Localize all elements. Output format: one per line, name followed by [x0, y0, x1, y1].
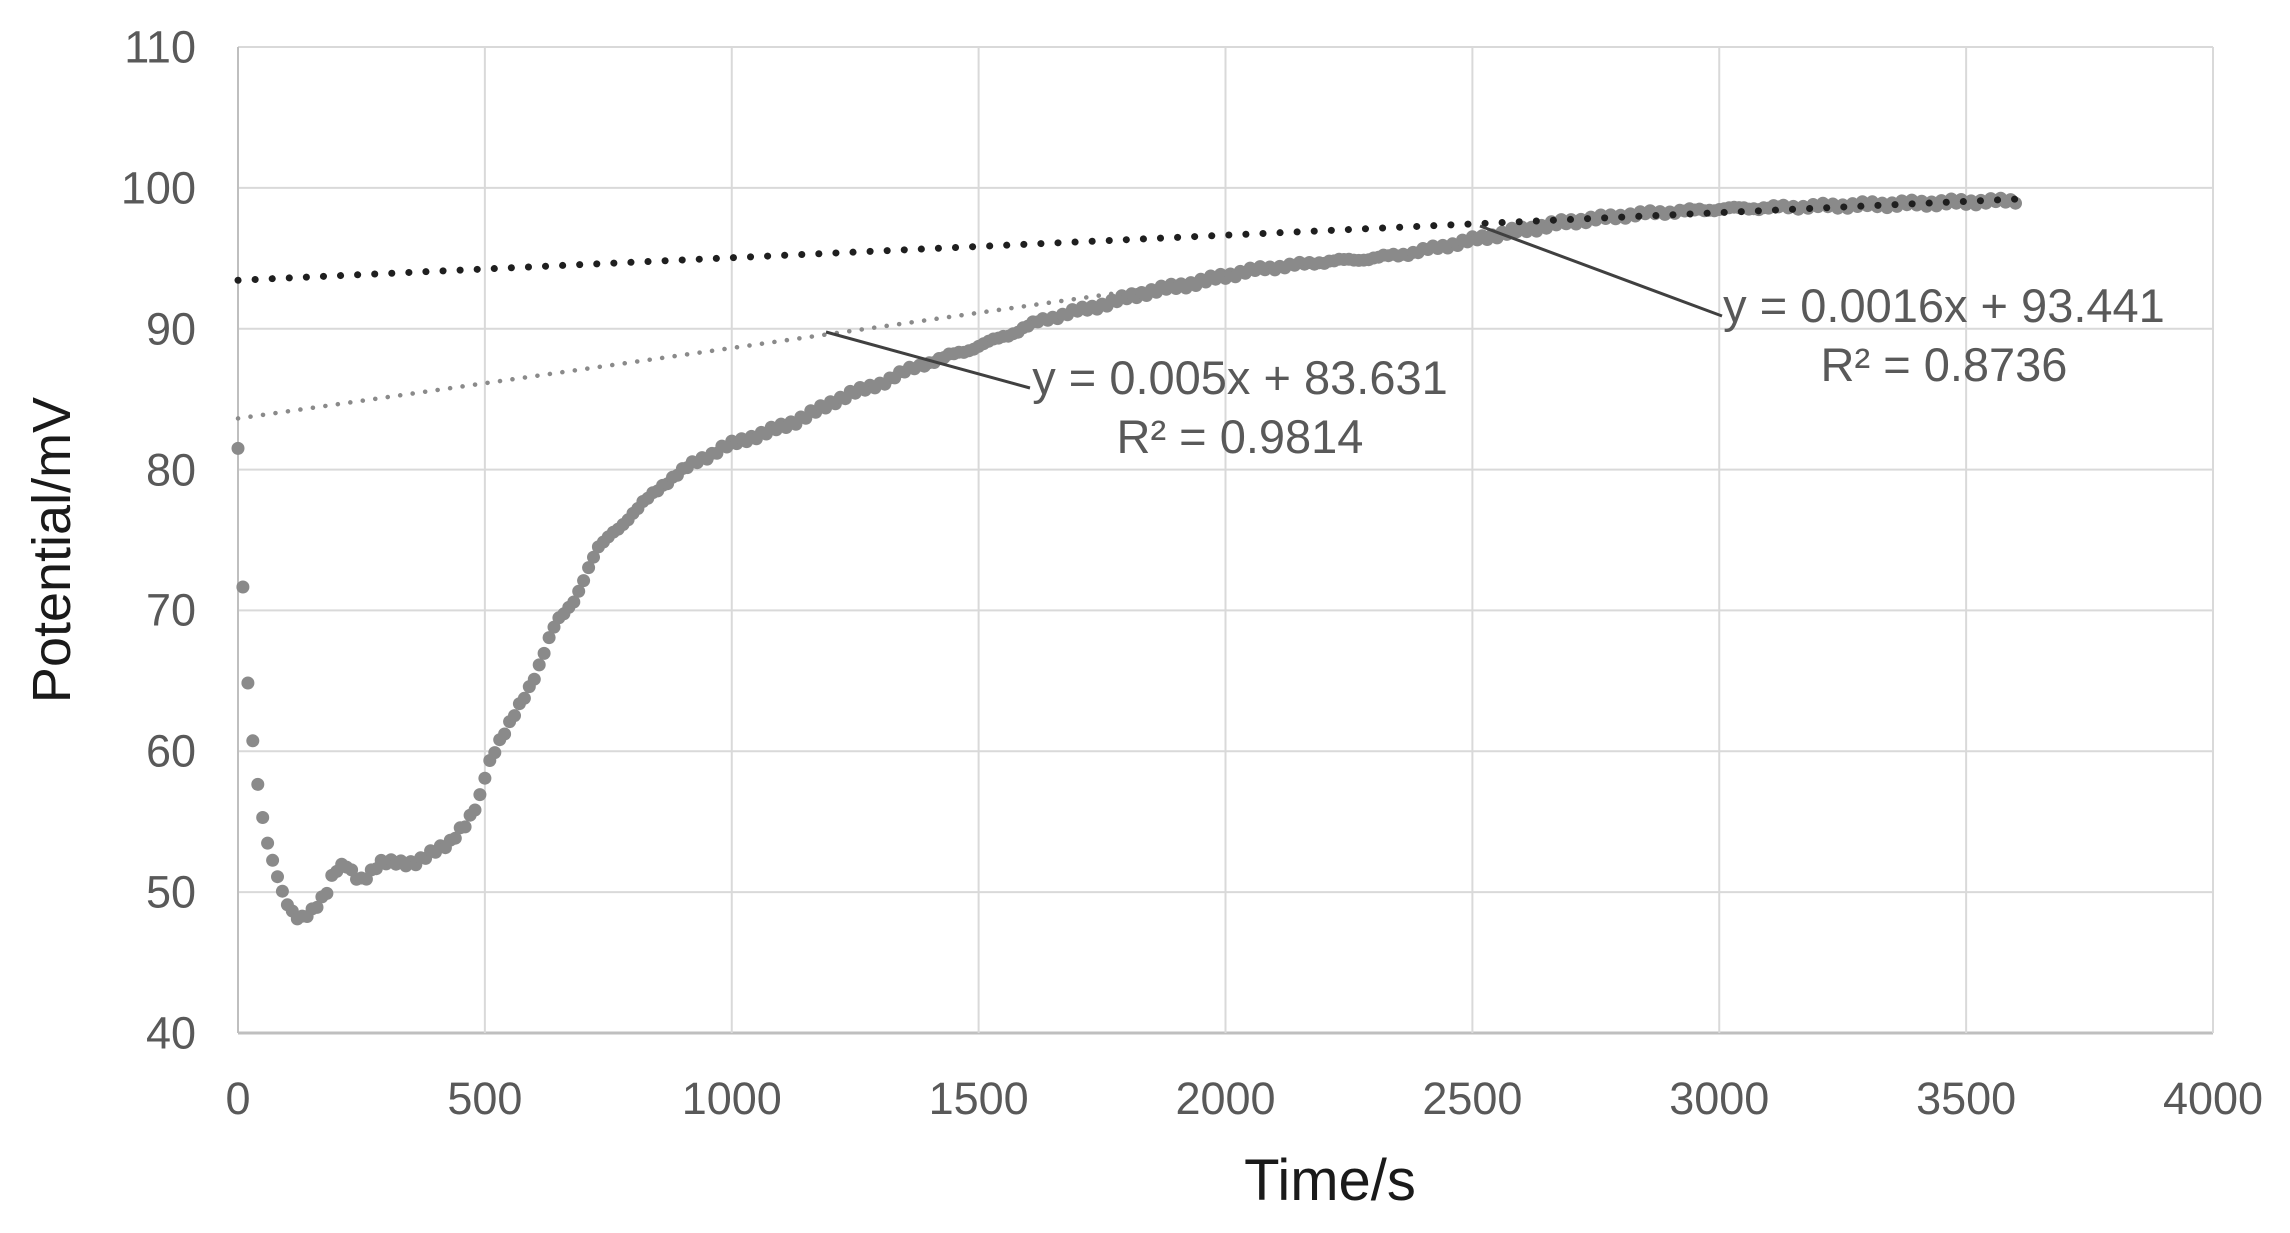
data-point: [542, 631, 556, 645]
trendline-equation-final: y = 0.0016x + 93.441: [1723, 279, 2165, 332]
leader-line-initial: [825, 330, 1031, 390]
data-point: [231, 441, 245, 455]
data-point: [567, 595, 581, 609]
y-tick-label: 90: [145, 303, 196, 355]
scatter-series: [231, 191, 2022, 926]
data-point: [261, 836, 275, 850]
x-tick-label: 4000: [2162, 1073, 2264, 1124]
data-point: [468, 803, 482, 817]
data-point: [246, 734, 260, 748]
data-point: [478, 771, 492, 785]
data-point: [508, 709, 521, 723]
x-tick-label: 500: [447, 1073, 523, 1124]
trendline-initial: [235, 233, 1524, 421]
data-point: [582, 561, 596, 575]
y-tick-label: 40: [145, 1007, 196, 1059]
y-tick-label: 60: [145, 725, 196, 777]
x-tick-label: 3500: [1916, 1073, 2017, 1124]
data-point: [577, 574, 591, 588]
trendline-annotation-initial: y = 0.005x + 83.631 R² = 0.9814: [1032, 348, 1448, 466]
data-point: [236, 580, 250, 594]
data-point: [275, 884, 289, 898]
x-axis-title: Time/s: [1244, 1148, 1416, 1213]
x-tick-label: 3000: [1669, 1073, 1770, 1124]
data-point: [458, 820, 472, 834]
data-point: [271, 870, 284, 884]
y-tick-label: 100: [120, 162, 196, 214]
trendline-equation-initial: y = 0.005x + 83.631: [1032, 351, 1448, 404]
data-point: [251, 777, 265, 791]
trendline-annotation-final: y = 0.0016x + 93.441 R² = 0.8736: [1723, 276, 2165, 394]
data-point: [532, 658, 546, 672]
x-tick-label: 1500: [928, 1073, 1029, 1124]
y-tick-label: 110: [124, 21, 196, 73]
data-point: [537, 646, 551, 660]
data-point: [266, 853, 280, 867]
y-tick-label: 80: [145, 444, 196, 496]
data-point: [320, 886, 334, 900]
data-point: [473, 788, 487, 802]
y-tick-label: 50: [145, 866, 196, 918]
data-point: [488, 746, 502, 760]
data-point: [517, 691, 531, 705]
trendline-r2-final: R² = 0.8736: [1820, 338, 2068, 391]
x-tick-label: 0: [225, 1073, 251, 1124]
trendline-r2-initial: R² = 0.9814: [1116, 410, 1364, 463]
data-point: [241, 676, 255, 690]
data-point: [572, 584, 586, 598]
x-tick-label: 1000: [681, 1073, 782, 1124]
data-point: [310, 900, 324, 914]
x-tick-label: 2000: [1175, 1073, 1276, 1124]
data-point: [587, 550, 600, 564]
leader-line-final: [1479, 224, 1723, 318]
x-tick-label: 2500: [1422, 1073, 1523, 1124]
trendline-final: [234, 195, 2019, 284]
y-tick-label: 70: [145, 584, 196, 636]
data-point: [498, 727, 512, 741]
data-point: [256, 811, 270, 824]
data-point: [448, 831, 462, 845]
data-point: [527, 672, 541, 686]
y-axis-title: Potential/mV: [22, 396, 82, 704]
